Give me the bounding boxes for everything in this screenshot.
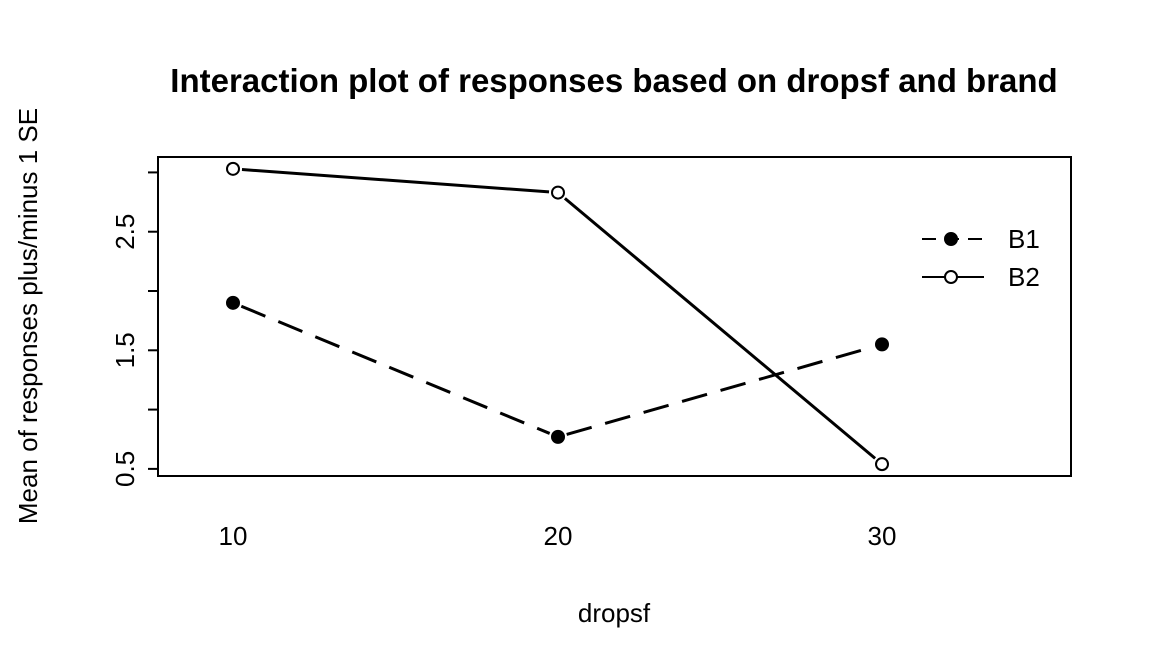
y-tick-label: 2.5: [110, 214, 140, 250]
x-tick-label: 30: [868, 521, 897, 551]
legend-label: B2: [1008, 262, 1040, 292]
data-point: [226, 295, 240, 310]
y-axis-label: Mean of responses plus/minus 1 SE: [13, 108, 43, 524]
series-layer: [226, 161, 889, 472]
series-segment: [240, 304, 551, 435]
legend-label: B1: [1008, 224, 1040, 254]
y-tick-label: 1.5: [110, 332, 140, 368]
series-segment: [563, 197, 877, 460]
legend-marker: [944, 270, 958, 284]
data-point: [875, 457, 889, 472]
x-tick-label: 10: [219, 521, 248, 551]
series-b2: [226, 161, 889, 472]
series-segment: [566, 345, 874, 436]
data-point: [551, 429, 565, 444]
plot-frame: [157, 156, 1072, 477]
x-axis-label: dropsf: [578, 598, 651, 628]
data-point: [226, 161, 240, 176]
y-tick-label: 0.5: [110, 451, 140, 487]
data-point: [551, 185, 565, 200]
series-b1: [226, 295, 889, 444]
data-point: [875, 337, 889, 352]
x-tick-label: 20: [544, 521, 573, 551]
legend-marker: [944, 232, 958, 246]
axes: 0.5 1.5 2.5 10 20 30: [110, 171, 897, 551]
series-segment: [241, 168, 550, 194]
chart-title: Interaction plot of responses based on d…: [170, 62, 1057, 99]
